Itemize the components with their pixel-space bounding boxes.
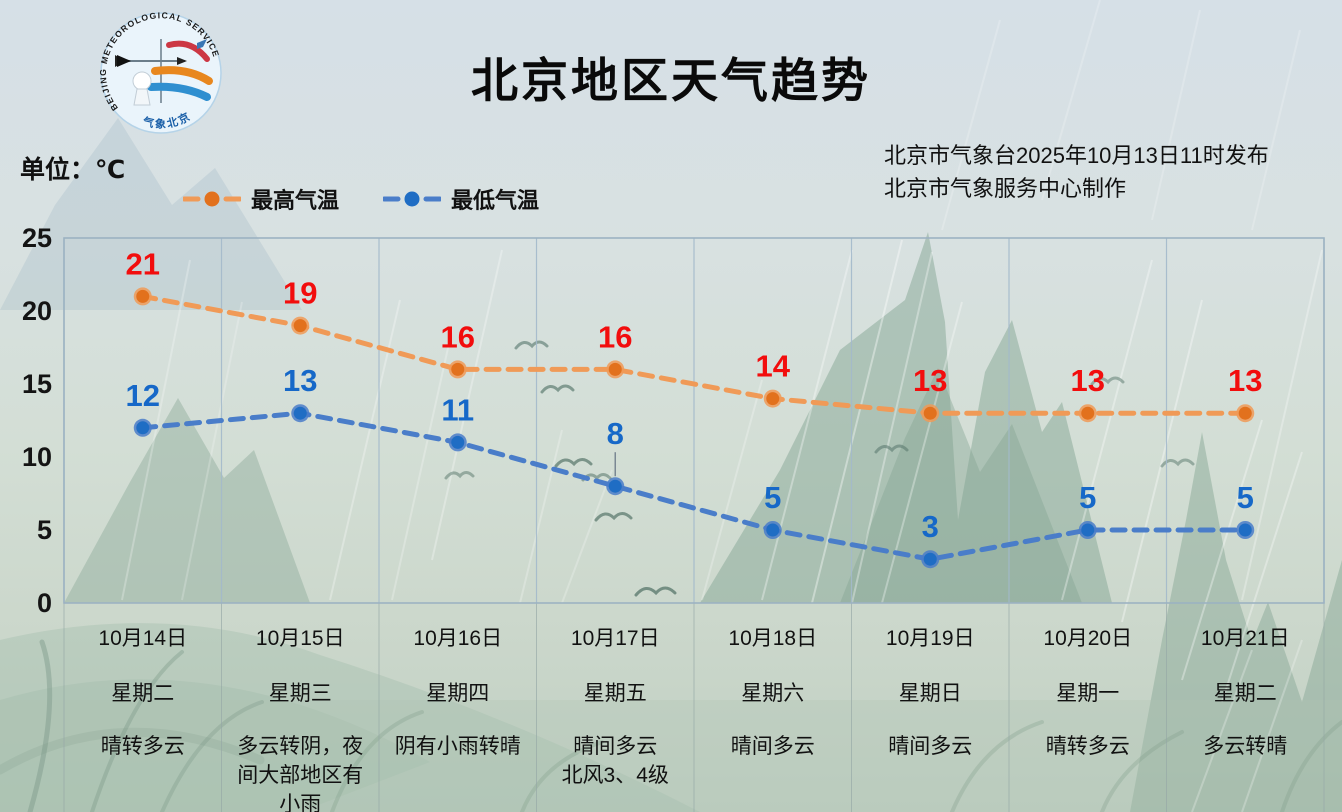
max-temp-marker: [923, 406, 937, 420]
weekday-label: 星期二: [1213, 682, 1277, 705]
legend-label-max-temp: 最高气温: [251, 188, 340, 213]
plot-border: [63, 237, 1325, 604]
weather-label: 晴间多云 北风3、4级: [561, 735, 669, 787]
day-column: 10月19日 星期日晴间多云: [852, 612, 1010, 812]
min-temp-value-label: 8: [607, 416, 624, 451]
min-temp-marker: [451, 435, 465, 449]
page-title: 北京地区天气趋势: [471, 54, 871, 107]
mountains-decoration: [0, 118, 1342, 812]
logo-windvane-icon: [115, 39, 213, 106]
min-temp-value-label: 12: [126, 378, 160, 413]
weekday-label: 星期三: [268, 682, 332, 705]
max-temp-marker: [293, 319, 307, 333]
issue-info: 北京市气象台2025年10月13日11时发布 北京市气象服务中心制作: [884, 139, 1269, 205]
day-column: 10月17日 星期五晴间多云 北风3、4级: [537, 612, 695, 812]
issue-line1: 北京市气象台2025年10月13日11时发布: [884, 143, 1269, 168]
max-temp-marker: [451, 362, 465, 376]
weather-label: 晴间多云: [888, 735, 973, 758]
max-temp-value-label: 13: [1228, 363, 1262, 398]
grass-decoration: [0, 639, 1342, 812]
weather-label: 晴转多云: [100, 735, 185, 758]
day-column: 10月14日 星期二晴转多云: [64, 612, 222, 812]
unit-label: 单位：℃: [20, 156, 126, 184]
weekday-label: 星期一: [1056, 682, 1120, 705]
y-tick-label: 25: [22, 223, 52, 253]
day-column: 10月21日 星期二多云转晴: [1167, 612, 1325, 812]
bms-logo: BEIJING METEOROLOGICAL SERVICE 气象北京: [98, 10, 224, 136]
weather-label: 晴转多云: [1045, 735, 1130, 758]
x-axis-labels: 10月14日 星期二 晴转多云 10月15日 星期三 多云转阴，夜间大部地区有小雨 10月1…: [64, 612, 1324, 812]
weather-label: 多云转晴: [1203, 735, 1288, 758]
day-column: 10月16日 星期四阴有小雨转晴: [379, 612, 537, 812]
weekday-label: 星期二: [111, 682, 175, 705]
date-label: 10月20日: [1043, 627, 1133, 650]
date-label: 10月14日: [98, 627, 188, 650]
date-label: 10月19日: [885, 627, 975, 650]
max-temp-line: [140, 293, 1248, 416]
max-temp-marker: [136, 289, 150, 303]
legend-label-min-temp: 最低气温: [451, 188, 540, 213]
min-temp-value-label: 5: [1079, 480, 1096, 515]
max-temp-value-label: 16: [441, 319, 475, 354]
y-tick-label: 15: [22, 369, 52, 399]
max-temp-marker: [1238, 406, 1252, 420]
min-temp-marker: [293, 406, 307, 420]
weekday-label: 星期六: [741, 682, 805, 705]
min-temp-marker: [136, 421, 150, 435]
weather-label: 晴间多云: [730, 735, 815, 758]
date-label: 10月21日: [1200, 627, 1290, 650]
min-temp-marker: [1238, 523, 1252, 537]
y-tick-label: 0: [37, 588, 52, 618]
weather-label: 阴有小雨转晴: [394, 735, 521, 758]
max-temp-value-label: 13: [1071, 363, 1105, 398]
min-temp-line-swatch-icon: [383, 191, 442, 207]
issue-line2: 北京市气象服务中心制作: [884, 176, 1127, 201]
date-label: 10月17日: [570, 627, 660, 650]
legend: 最高气温 最低气温: [183, 183, 539, 215]
min-temp-value-label: 13: [283, 363, 317, 398]
max-temp-marker: [766, 392, 780, 406]
day-column: 10月18日 星期六晴间多云: [694, 612, 852, 812]
max-temp-line-swatch-icon: [183, 191, 241, 207]
y-tick-label: 10: [22, 442, 52, 472]
date-label: 10月16日: [413, 627, 503, 650]
date-label: 10月18日: [728, 627, 818, 650]
weekday-label: 星期日: [898, 682, 962, 705]
min-temp-marker: [608, 479, 622, 493]
day-column: 10月15日 星期三多云转阴，夜间大部地区有小雨: [222, 612, 380, 812]
y-tick-label: 5: [37, 515, 52, 545]
min-temp-marker: [923, 552, 937, 566]
weekday-label: 星期四: [426, 682, 490, 705]
min-temp-value-label: 3: [922, 509, 939, 544]
max-temp-marker: [1081, 406, 1095, 420]
legend-item-min-temp: 最低气温: [383, 183, 539, 215]
max-temp-value-label: 19: [283, 276, 317, 311]
day-column: 10月20日 星期一晴转多云: [1009, 612, 1167, 812]
legend-item-max-temp: 最高气温: [183, 183, 339, 215]
max-temp-value-label: 16: [598, 319, 632, 354]
min-temp-marker: [766, 523, 780, 537]
min-temp-marker: [1081, 523, 1095, 537]
min-temp-value-label: 5: [764, 480, 781, 515]
min-temp-line: [140, 410, 1248, 562]
max-temp-value-label: 21: [126, 246, 160, 281]
y-tick-label: 20: [22, 296, 52, 326]
max-temp-marker: [608, 362, 622, 376]
weekday-label: 星期五: [583, 682, 647, 705]
max-temp-value-label: 14: [756, 349, 791, 384]
weather-label: 多云转阴，夜间大部地区有小雨: [237, 735, 364, 812]
max-temp-value-label: 13: [913, 363, 947, 398]
min-temp-value-label: 5: [1237, 480, 1254, 515]
min-temp-value-label: 11: [441, 392, 474, 427]
date-label: 10月15日: [255, 627, 345, 650]
